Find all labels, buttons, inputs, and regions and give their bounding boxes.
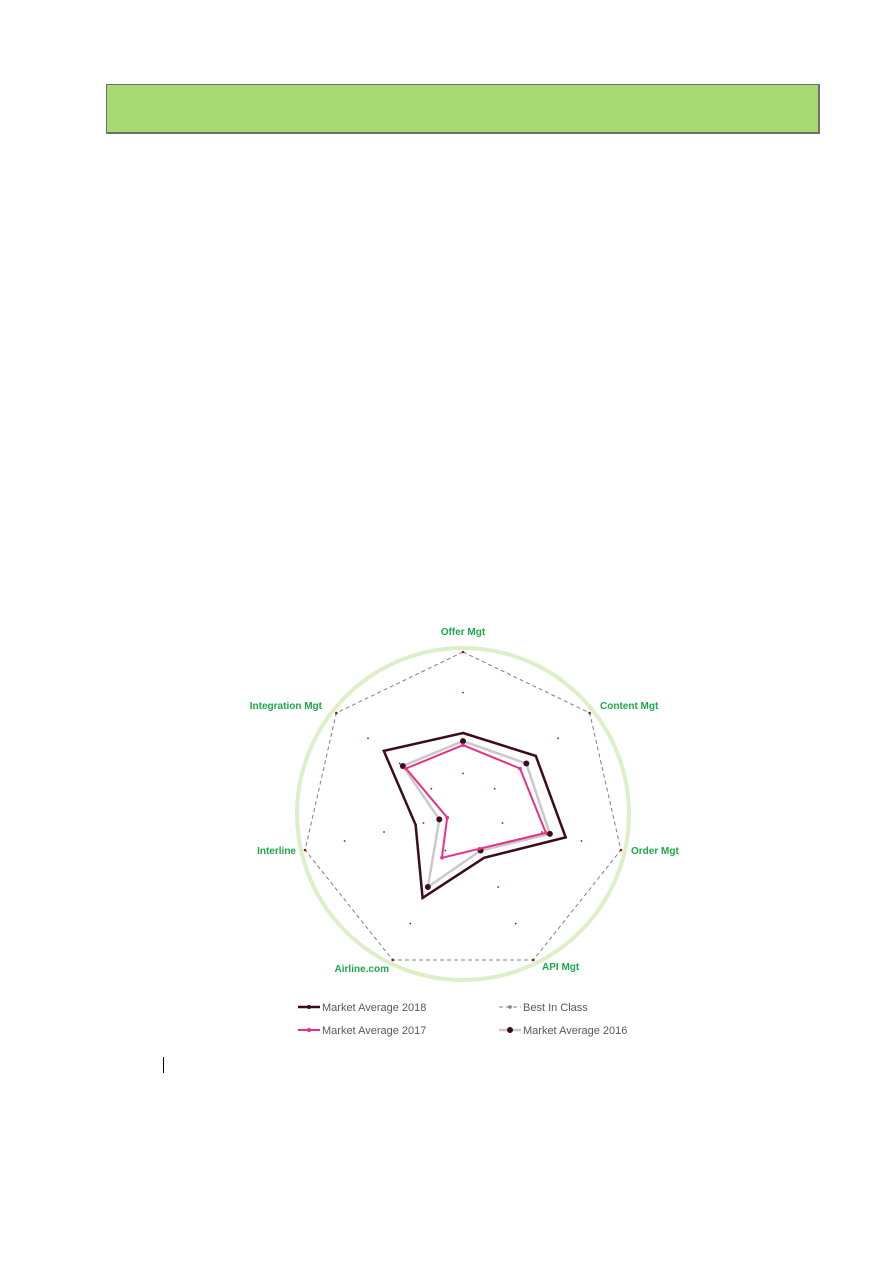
grid-dot (398, 762, 401, 765)
point-best-in-class (391, 958, 395, 962)
grid-dot (493, 787, 496, 790)
legend-label-market-average-2017: Market Average 2017 (322, 1025, 426, 1037)
point-market-average-2016 (460, 738, 466, 745)
grid-dot (383, 831, 385, 833)
legend-marker-market-average-2016 (507, 1027, 513, 1033)
legend: Market Average 2018 Best In Class Market A… (298, 1002, 627, 1037)
axis-label-offer-mgt: Offer Mgt (441, 627, 486, 638)
axis-label-content-mgt: Content Mgt (600, 701, 659, 712)
point-market-average-2016 (436, 816, 443, 823)
axis-labels: Offer Mgt Content Mgt Order Mgt API Mgt Airl… (250, 627, 680, 975)
point-best-in-class (461, 650, 465, 654)
grid-dot (497, 886, 500, 888)
point-best-in-class (303, 848, 307, 852)
point-market-average-2018 (482, 856, 486, 859)
point-market-average-2017 (404, 766, 408, 771)
outer-ring (295, 646, 631, 982)
point-market-average-2017 (461, 743, 465, 747)
grid-dot (430, 787, 433, 790)
series-layer (303, 650, 623, 962)
grid-dot (422, 822, 425, 824)
axis-label-integration-mgt: Integration Mgt (250, 701, 323, 712)
grid-dot (541, 831, 543, 833)
legend-marker-best-in-class (508, 1005, 512, 1009)
point-market-average-2018 (414, 823, 417, 827)
series-market-average-2018 (382, 731, 568, 901)
axis-label-order-mgt: Order Mgt (631, 846, 679, 857)
legend-label-market-average-2016: Market Average 2016 (523, 1025, 627, 1037)
grid-dot (462, 691, 464, 694)
point-market-average-2016 (424, 883, 431, 890)
header-bar (106, 84, 820, 134)
series-market-average-2016 (400, 739, 552, 890)
grid-layer (343, 691, 583, 925)
point-market-average-2016 (399, 763, 406, 770)
point-best-in-class (531, 958, 535, 962)
point-market-average-2018 (564, 836, 567, 839)
point-market-average-2017 (518, 766, 522, 771)
legend-label-best-in-class: Best In Class (523, 1002, 588, 1014)
point-best-in-class (588, 711, 591, 715)
point-market-average-2018 (421, 896, 424, 900)
point-market-average-2016 (546, 830, 553, 837)
text-cursor (163, 1057, 164, 1073)
point-market-average-2016 (523, 760, 530, 767)
point-market-average-2017 (477, 846, 482, 851)
point-market-average-2017 (445, 815, 450, 820)
grid-dot (557, 737, 559, 740)
axis-label-interline: Interline (257, 846, 296, 857)
point-market-average-2017 (544, 831, 548, 835)
point-market-average-2018 (382, 749, 386, 753)
grid-dot (514, 922, 517, 925)
grid-dot (367, 737, 369, 740)
grid-dot (462, 772, 464, 775)
series-market-average-2017 (404, 744, 548, 860)
point-best-in-class (619, 848, 623, 852)
grid-dot (444, 849, 447, 852)
axis-label-api-mgt: API Mgt (542, 962, 580, 973)
grid-dot (409, 922, 412, 925)
grid-dot (343, 840, 346, 842)
axis-label-airline-com: Airline.com (335, 964, 390, 975)
legend-marker-market-average-2017 (306, 1027, 312, 1033)
grid-dot (580, 840, 583, 842)
point-market-average-2017 (440, 855, 444, 860)
point-best-in-class (335, 711, 338, 715)
point-market-average-2018 (461, 731, 465, 735)
legend-marker-market-average-2018 (307, 1005, 311, 1009)
legend-label-market-average-2018: Market Average 2018 (322, 1002, 426, 1014)
series-best-in-class (304, 651, 622, 961)
grid-dot (501, 822, 504, 824)
point-market-average-2018 (534, 754, 538, 758)
